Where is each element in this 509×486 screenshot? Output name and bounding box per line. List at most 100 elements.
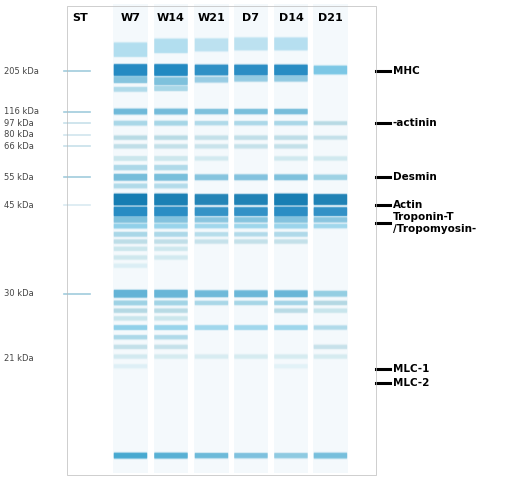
FancyBboxPatch shape <box>274 454 307 459</box>
FancyBboxPatch shape <box>274 193 307 204</box>
FancyBboxPatch shape <box>114 290 147 297</box>
FancyBboxPatch shape <box>114 264 147 269</box>
FancyBboxPatch shape <box>234 233 268 238</box>
FancyBboxPatch shape <box>274 291 307 298</box>
FancyBboxPatch shape <box>314 344 347 348</box>
Text: W21: W21 <box>197 14 225 23</box>
FancyBboxPatch shape <box>154 233 188 238</box>
FancyBboxPatch shape <box>154 453 188 458</box>
FancyBboxPatch shape <box>195 291 228 298</box>
Text: D14: D14 <box>278 14 303 23</box>
FancyBboxPatch shape <box>154 334 188 338</box>
FancyBboxPatch shape <box>114 247 147 252</box>
FancyBboxPatch shape <box>154 254 188 259</box>
Text: MLC-2: MLC-2 <box>393 378 429 388</box>
Text: 21 kDa: 21 kDa <box>4 353 34 363</box>
FancyBboxPatch shape <box>195 302 228 306</box>
FancyBboxPatch shape <box>195 64 228 74</box>
FancyBboxPatch shape <box>114 325 147 330</box>
FancyBboxPatch shape <box>154 207 188 216</box>
FancyBboxPatch shape <box>274 233 307 238</box>
FancyBboxPatch shape <box>234 241 268 244</box>
FancyBboxPatch shape <box>154 109 188 115</box>
FancyBboxPatch shape <box>314 67 347 75</box>
FancyBboxPatch shape <box>195 144 228 149</box>
FancyBboxPatch shape <box>314 326 347 330</box>
FancyBboxPatch shape <box>314 217 347 223</box>
FancyBboxPatch shape <box>274 301 307 305</box>
FancyBboxPatch shape <box>114 43 147 58</box>
FancyBboxPatch shape <box>154 344 188 348</box>
FancyBboxPatch shape <box>114 365 147 369</box>
FancyBboxPatch shape <box>154 108 188 114</box>
FancyBboxPatch shape <box>114 454 147 459</box>
FancyBboxPatch shape <box>154 300 188 305</box>
FancyBboxPatch shape <box>314 453 347 458</box>
Text: Troponin-T
/Tropomyosin-: Troponin-T /Tropomyosin- <box>393 212 476 233</box>
FancyBboxPatch shape <box>195 208 228 217</box>
FancyBboxPatch shape <box>154 289 188 296</box>
FancyBboxPatch shape <box>314 195 347 206</box>
FancyBboxPatch shape <box>154 185 188 190</box>
FancyBboxPatch shape <box>195 324 228 329</box>
FancyBboxPatch shape <box>195 174 228 179</box>
Text: 55 kDa: 55 kDa <box>4 173 34 182</box>
FancyBboxPatch shape <box>154 78 188 86</box>
FancyBboxPatch shape <box>234 195 268 206</box>
FancyBboxPatch shape <box>114 207 147 216</box>
FancyBboxPatch shape <box>114 315 147 320</box>
FancyBboxPatch shape <box>274 38 307 52</box>
FancyBboxPatch shape <box>154 65 188 77</box>
FancyBboxPatch shape <box>234 302 268 306</box>
FancyBboxPatch shape <box>154 231 188 236</box>
FancyBboxPatch shape <box>195 108 228 113</box>
FancyBboxPatch shape <box>154 454 188 459</box>
FancyBboxPatch shape <box>314 292 347 297</box>
FancyBboxPatch shape <box>154 166 188 171</box>
FancyBboxPatch shape <box>154 136 188 140</box>
FancyBboxPatch shape <box>314 355 347 360</box>
FancyBboxPatch shape <box>274 241 307 244</box>
FancyBboxPatch shape <box>234 291 268 298</box>
FancyBboxPatch shape <box>274 143 307 148</box>
FancyBboxPatch shape <box>154 290 188 297</box>
FancyBboxPatch shape <box>114 262 147 267</box>
FancyBboxPatch shape <box>154 309 188 313</box>
FancyBboxPatch shape <box>314 135 347 139</box>
FancyBboxPatch shape <box>195 78 228 84</box>
FancyBboxPatch shape <box>314 224 347 228</box>
FancyBboxPatch shape <box>154 326 188 331</box>
FancyBboxPatch shape <box>154 143 188 148</box>
FancyBboxPatch shape <box>274 194 307 205</box>
FancyBboxPatch shape <box>234 64 268 74</box>
FancyBboxPatch shape <box>195 454 228 459</box>
FancyBboxPatch shape <box>154 144 188 149</box>
FancyBboxPatch shape <box>114 194 147 205</box>
FancyBboxPatch shape <box>234 289 268 296</box>
FancyBboxPatch shape <box>234 37 268 51</box>
FancyBboxPatch shape <box>274 66 307 76</box>
FancyBboxPatch shape <box>274 216 307 222</box>
FancyBboxPatch shape <box>114 452 147 457</box>
FancyBboxPatch shape <box>114 232 147 237</box>
FancyBboxPatch shape <box>274 324 307 329</box>
FancyBboxPatch shape <box>195 453 228 458</box>
FancyBboxPatch shape <box>234 207 268 216</box>
FancyBboxPatch shape <box>154 335 188 339</box>
FancyBboxPatch shape <box>114 354 147 359</box>
FancyBboxPatch shape <box>314 346 347 350</box>
FancyBboxPatch shape <box>314 218 347 224</box>
FancyBboxPatch shape <box>114 335 147 339</box>
Text: 80 kDa: 80 kDa <box>4 130 34 139</box>
FancyBboxPatch shape <box>114 317 147 322</box>
FancyBboxPatch shape <box>314 121 347 125</box>
FancyBboxPatch shape <box>114 224 147 228</box>
FancyBboxPatch shape <box>314 225 347 229</box>
FancyBboxPatch shape <box>314 194 347 205</box>
FancyBboxPatch shape <box>274 290 307 297</box>
FancyBboxPatch shape <box>314 122 347 126</box>
FancyBboxPatch shape <box>114 334 147 338</box>
FancyBboxPatch shape <box>154 173 188 180</box>
FancyBboxPatch shape <box>114 155 147 160</box>
FancyBboxPatch shape <box>274 302 307 306</box>
